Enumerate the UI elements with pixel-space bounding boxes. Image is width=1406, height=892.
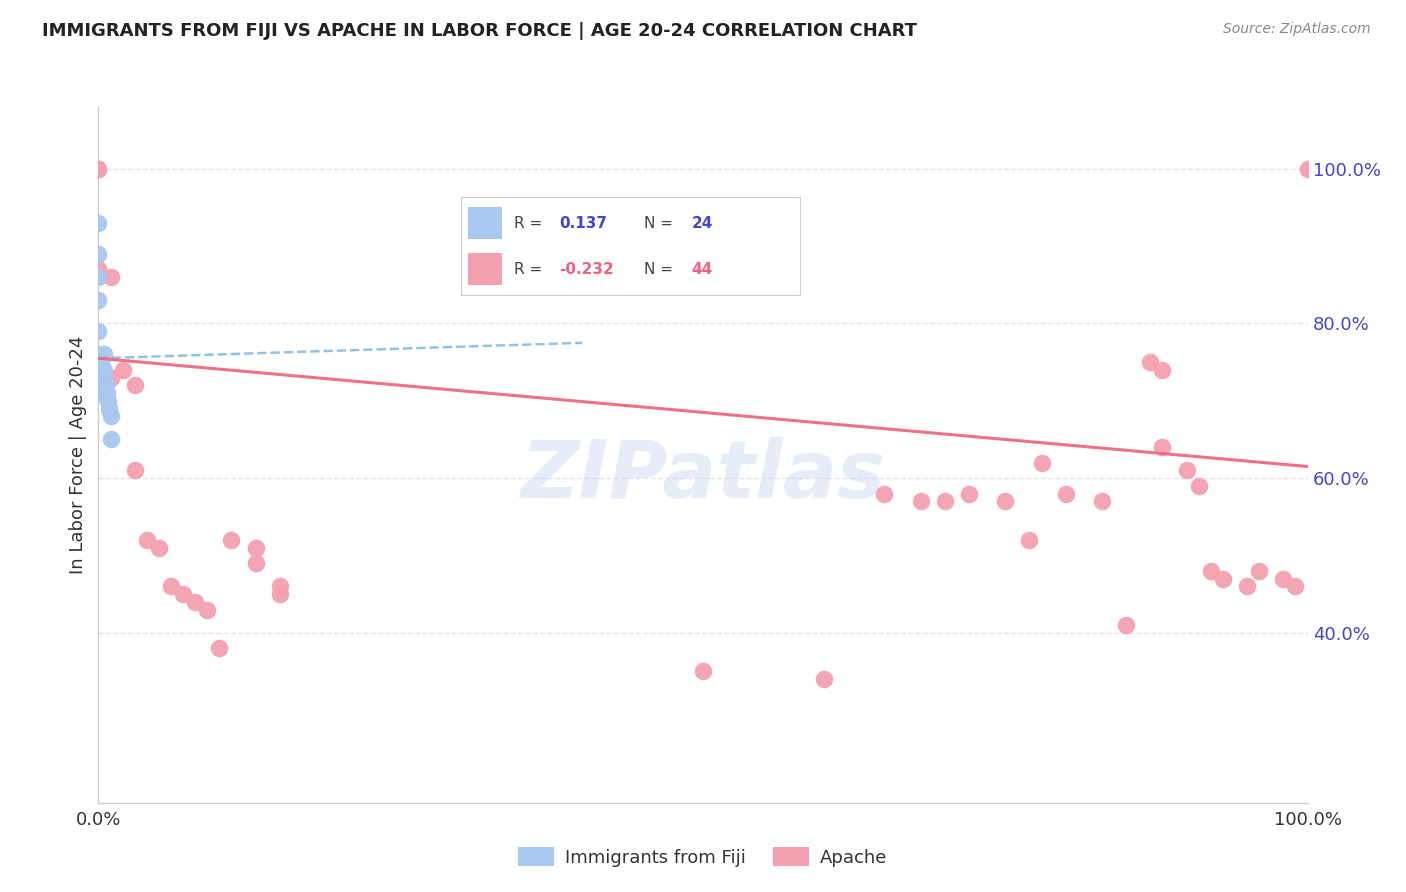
Text: 44: 44: [692, 261, 713, 277]
Text: ZIPatlas: ZIPatlas: [520, 437, 886, 515]
Point: [269, 579, 291, 593]
Point: [100, 409, 122, 424]
Point: [172, 587, 194, 601]
Point: [87, 293, 110, 308]
Point: [910, 494, 932, 508]
Point: [87, 161, 110, 176]
Point: [87, 347, 110, 361]
Point: [87, 378, 110, 392]
Point: [94, 378, 117, 392]
Point: [100, 270, 122, 285]
Point: [93, 363, 115, 377]
Point: [91, 370, 114, 384]
Point: [87, 262, 110, 277]
Bar: [468, 253, 502, 285]
Point: [1152, 363, 1174, 377]
Point: [184, 595, 207, 609]
Point: [1054, 486, 1077, 500]
Point: [1152, 440, 1174, 454]
Point: [124, 463, 146, 477]
Point: [1212, 572, 1234, 586]
Text: N =: N =: [644, 216, 673, 231]
Point: [87, 370, 110, 384]
Point: [98, 401, 121, 416]
Point: [148, 541, 170, 555]
Point: [1188, 479, 1211, 493]
Point: [195, 602, 218, 616]
Y-axis label: In Labor Force | Age 20-24: In Labor Force | Age 20-24: [69, 335, 87, 574]
Point: [91, 363, 114, 377]
Point: [87, 270, 110, 285]
Point: [934, 494, 956, 508]
Point: [1091, 494, 1114, 508]
Point: [87, 386, 110, 401]
Point: [87, 216, 110, 230]
Point: [1199, 564, 1222, 578]
Point: [1236, 579, 1258, 593]
Text: IMMIGRANTS FROM FIJI VS APACHE IN LABOR FORCE | AGE 20-24 CORRELATION CHART: IMMIGRANTS FROM FIJI VS APACHE IN LABOR …: [42, 22, 917, 40]
Point: [269, 587, 291, 601]
Point: [87, 347, 110, 361]
Text: R =: R =: [513, 216, 541, 231]
Point: [87, 355, 110, 369]
Text: Source: ZipAtlas.com: Source: ZipAtlas.com: [1223, 22, 1371, 37]
Point: [1296, 161, 1319, 176]
Point: [245, 541, 267, 555]
Text: N =: N =: [644, 261, 673, 277]
Point: [1018, 533, 1040, 547]
Point: [1175, 463, 1198, 477]
Point: [87, 161, 110, 176]
Point: [208, 641, 231, 656]
Point: [97, 393, 120, 408]
Legend: Immigrants from Fiji, Apache: Immigrants from Fiji, Apache: [512, 840, 894, 874]
Point: [93, 347, 115, 361]
Text: 0.137: 0.137: [560, 216, 607, 231]
Point: [87, 378, 110, 392]
Point: [221, 533, 243, 547]
Point: [135, 533, 157, 547]
Point: [100, 433, 122, 447]
Point: [96, 386, 118, 401]
Point: [1284, 579, 1306, 593]
Text: R =: R =: [513, 261, 541, 277]
Point: [1139, 355, 1161, 369]
Point: [873, 486, 896, 500]
Point: [692, 665, 714, 679]
Point: [87, 247, 110, 261]
Point: [1115, 618, 1137, 632]
Bar: [468, 207, 502, 239]
Point: [957, 486, 980, 500]
Point: [1272, 572, 1295, 586]
Text: -0.232: -0.232: [560, 261, 614, 277]
Point: [87, 324, 110, 338]
Point: [100, 370, 122, 384]
Point: [160, 579, 183, 593]
Point: [245, 556, 267, 570]
Point: [813, 672, 835, 686]
Point: [111, 363, 134, 377]
Point: [87, 363, 110, 377]
Point: [1031, 456, 1053, 470]
Point: [124, 378, 146, 392]
Text: 24: 24: [692, 216, 713, 231]
Point: [90, 355, 112, 369]
Point: [1249, 564, 1271, 578]
Point: [994, 494, 1017, 508]
